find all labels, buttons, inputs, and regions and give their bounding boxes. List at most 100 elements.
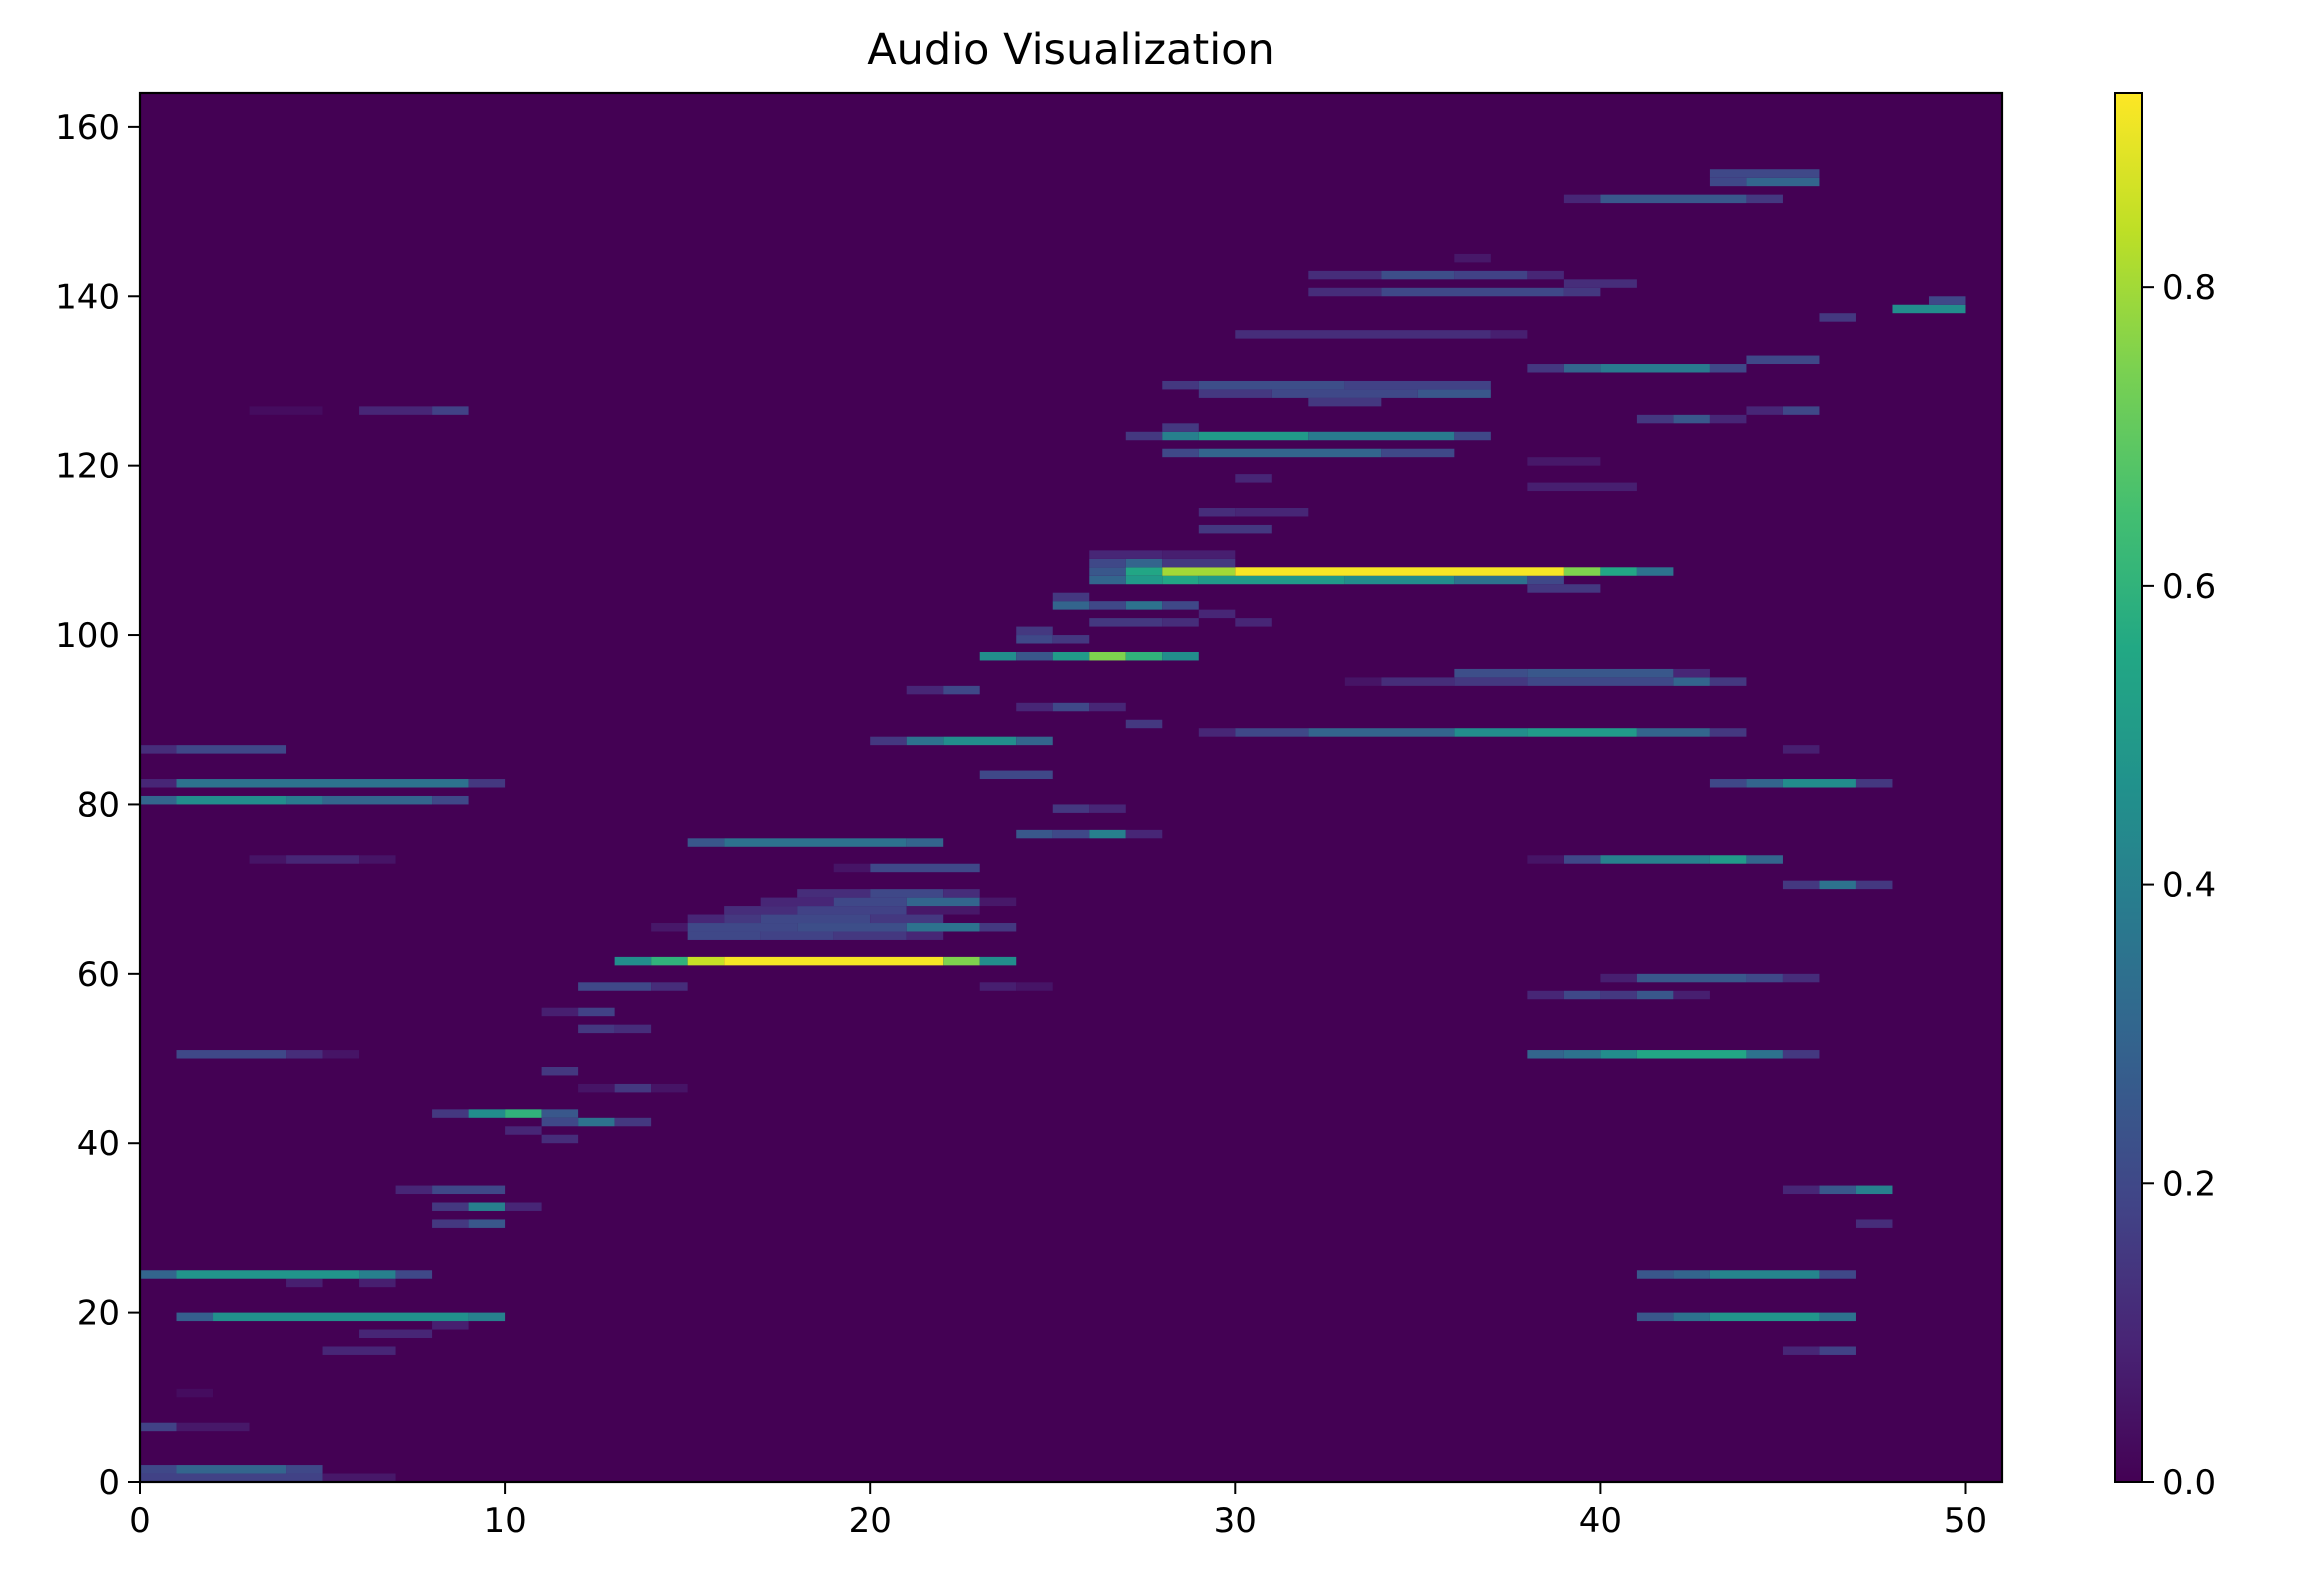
- heatmap-cell: [1089, 575, 1126, 585]
- heatmap-cell: [1527, 668, 1674, 678]
- heatmap-cell: [1198, 524, 1272, 534]
- heatmap-cell: [1892, 304, 1966, 314]
- heatmap-cell: [1235, 474, 1272, 483]
- heatmap-cell: [1162, 575, 1199, 585]
- heatmap-cell: [1746, 177, 1820, 187]
- heatmap-cell: [760, 897, 834, 907]
- heatmap-cell: [1235, 618, 1272, 627]
- heatmap-cell: [468, 779, 506, 788]
- heatmap-cell: [724, 906, 798, 915]
- heatmap-cell: [687, 923, 798, 932]
- heatmap-cell: [1600, 1050, 1637, 1059]
- heatmap-cell: [1162, 558, 1236, 568]
- heatmap-cell: [1162, 423, 1199, 432]
- heatmap-cell: [1454, 253, 1491, 263]
- heatmap-cell: [432, 795, 469, 805]
- heatmap-cell: [1162, 448, 1199, 458]
- heatmap-cell: [432, 1321, 469, 1330]
- chart-title: Audio Visualization: [867, 25, 1275, 75]
- heatmap-cell: [359, 1278, 396, 1288]
- heatmap-cell: [614, 1117, 652, 1127]
- heatmap-cell: [432, 406, 469, 415]
- heatmap-cell: [541, 1134, 579, 1144]
- heatmap-cell: [286, 1465, 323, 1474]
- heatmap-cell: [1600, 990, 1637, 1000]
- heatmap-cell: [1527, 575, 1564, 585]
- heatmap-cell: [1308, 728, 1455, 737]
- heatmap-cell: [1162, 601, 1199, 610]
- heatmap-cell: [1454, 728, 1528, 737]
- heatmap-cell: [1563, 990, 1601, 1000]
- heatmap-cell: [1782, 406, 1820, 415]
- heatmap-cell: [1600, 194, 1747, 204]
- heatmap-cell: [1709, 1270, 1820, 1279]
- heatmap-cell: [1709, 364, 1747, 373]
- heatmap-cell: [979, 956, 1017, 966]
- heatmap-cell: [322, 1473, 396, 1482]
- heatmap-cell: [1016, 702, 1053, 712]
- heatmap-cell: [1454, 270, 1528, 280]
- heatmap-cell: [1308, 397, 1382, 407]
- heatmap-cell: [1709, 1312, 1820, 1322]
- heatmap-cell: [1746, 406, 1783, 415]
- heatmap-cell: [1162, 567, 1236, 576]
- heatmap-cell: [1125, 567, 1163, 576]
- heatmap-cell: [1052, 592, 1090, 602]
- heatmap-cell: [1308, 431, 1455, 441]
- heatmap-cell: [797, 923, 907, 932]
- heatmap-cell: [1271, 389, 1418, 398]
- heatmap-cell: [249, 406, 323, 415]
- heatmap-cell: [140, 795, 177, 805]
- heatmap-cell: [1052, 601, 1090, 610]
- heatmap-cell: [1527, 584, 1601, 593]
- heatmap-cell: [1819, 1185, 1856, 1195]
- heatmap-cell: [979, 897, 1017, 907]
- x-tick-label: 30: [1214, 1501, 1257, 1541]
- heatmap-cell: [1125, 431, 1163, 441]
- heatmap-cell: [1600, 364, 1710, 373]
- heatmap-cell: [1673, 1312, 1710, 1322]
- heatmap-cell: [1417, 389, 1491, 398]
- heatmap-cell: [1052, 804, 1090, 813]
- heatmap-cell: [1600, 973, 1637, 983]
- heatmap-cell: [541, 1109, 579, 1118]
- heatmap-cell: [1198, 609, 1236, 619]
- heatmap-cell: [140, 745, 177, 754]
- heatmap-cell: [797, 906, 907, 915]
- heatmap-cell: [614, 1024, 652, 1034]
- heatmap-cell: [1928, 296, 1966, 305]
- heatmap-cell: [979, 651, 1017, 661]
- y-tick-label: 60: [77, 955, 120, 995]
- heatmap-cell: [1016, 736, 1053, 746]
- heatmap-cell: [1855, 779, 1893, 788]
- heatmap-cell: [1454, 677, 1528, 686]
- y-tick-label: 40: [77, 1124, 120, 1164]
- heatmap-cell: [906, 838, 944, 847]
- heatmap-cell: [1819, 313, 1856, 322]
- heatmap-cell: [140, 1465, 177, 1474]
- x-tick-label: 50: [1944, 1501, 1987, 1541]
- y-tick-label: 120: [55, 447, 120, 487]
- heatmap-cell: [1636, 1312, 1674, 1322]
- heatmap-cell: [1527, 677, 1674, 686]
- heatmap-cell: [541, 1117, 579, 1127]
- heatmap-cell: [870, 889, 944, 898]
- heatmap-cell: [176, 1270, 360, 1279]
- heatmap-cell: [1125, 601, 1163, 610]
- colorbar-tick-label: 0.0: [2162, 1463, 2216, 1503]
- heatmap-cell: [906, 931, 944, 940]
- heatmap-cell: [979, 923, 1017, 932]
- heatmap-cell: [1235, 728, 1309, 737]
- heatmap-cell: [176, 1050, 287, 1059]
- heatmap-cell: [687, 956, 725, 966]
- heatmap-cell: [1162, 550, 1236, 559]
- heatmap-cell: [395, 1270, 433, 1279]
- heatmap-cell: [1454, 431, 1491, 441]
- heatmap-cell: [1782, 1346, 1820, 1355]
- heatmap-cell: [1709, 855, 1747, 864]
- heatmap-cell: [1162, 618, 1199, 627]
- heatmap-cell: [1089, 550, 1163, 559]
- heatmap-cell: [1527, 482, 1637, 492]
- heatmap-cell: [1709, 779, 1747, 788]
- heatmap-cell: [979, 770, 1053, 780]
